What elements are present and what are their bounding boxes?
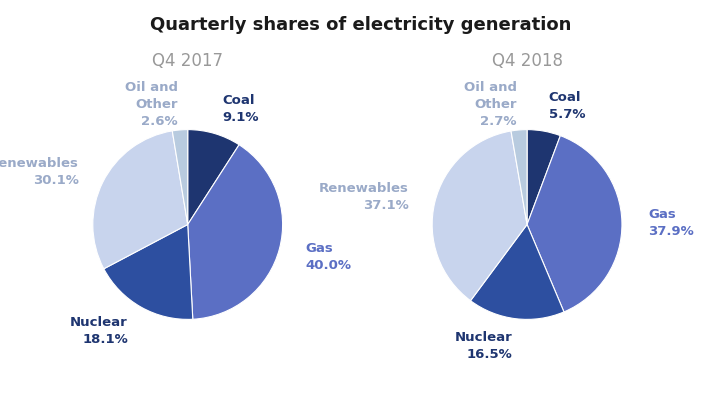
Wedge shape	[104, 225, 193, 319]
Text: Quarterly shares of electricity generation: Quarterly shares of electricity generati…	[150, 16, 572, 34]
Wedge shape	[188, 145, 282, 319]
Text: Oil and
Other
2.7%: Oil and Other 2.7%	[464, 81, 517, 128]
Wedge shape	[432, 132, 527, 301]
Wedge shape	[527, 130, 560, 225]
Title: Q4 2018: Q4 2018	[492, 52, 562, 70]
Wedge shape	[93, 132, 188, 269]
Text: Renewables
30.1%: Renewables 30.1%	[0, 156, 79, 186]
Wedge shape	[471, 225, 564, 319]
Wedge shape	[188, 130, 239, 225]
Text: Nuclear
16.5%: Nuclear 16.5%	[455, 330, 513, 360]
Wedge shape	[511, 130, 527, 225]
Text: Coal
9.1%: Coal 9.1%	[222, 94, 258, 124]
Text: Nuclear
18.1%: Nuclear 18.1%	[70, 315, 128, 345]
Wedge shape	[527, 136, 622, 312]
Text: Coal
5.7%: Coal 5.7%	[549, 91, 586, 121]
Text: Renewables
37.1%: Renewables 37.1%	[319, 182, 409, 212]
Text: Gas
37.9%: Gas 37.9%	[648, 207, 695, 238]
Text: Gas
40.0%: Gas 40.0%	[305, 241, 351, 271]
Title: Q4 2017: Q4 2017	[152, 52, 223, 70]
Text: Oil and
Other
2.6%: Oil and Other 2.6%	[125, 81, 178, 128]
Wedge shape	[173, 130, 188, 225]
